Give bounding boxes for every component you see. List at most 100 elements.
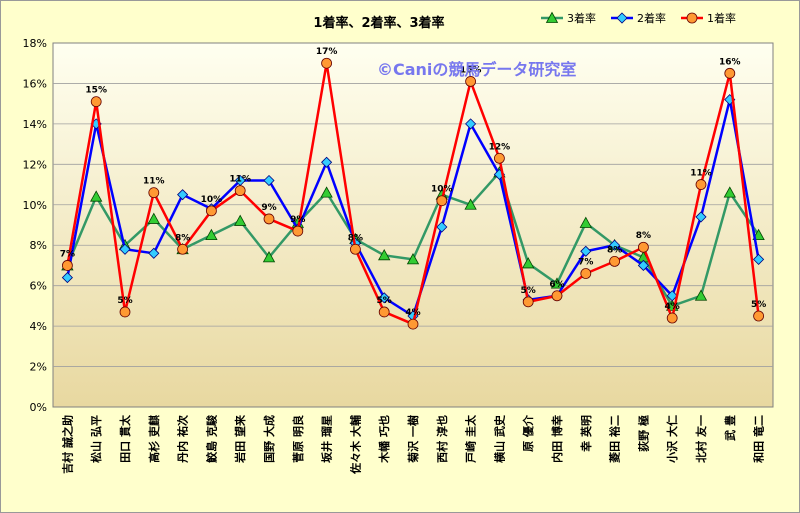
marker-triangle [522, 257, 535, 269]
y-tick-label: 14% [23, 118, 47, 131]
y-tick-label: 0% [30, 401, 47, 414]
marker-diamond [119, 243, 131, 255]
series-2 [61, 94, 765, 322]
marker-circle [263, 213, 275, 225]
marker-circle [724, 67, 736, 79]
x-tick-label: 菅原 明良 [291, 415, 305, 463]
marker-diamond [666, 290, 678, 302]
marker-circle [609, 255, 620, 267]
marker-diamond [177, 189, 189, 201]
chart-title: 1着率、2着率、3着率 [313, 15, 444, 31]
legend-item: 2着率 [611, 11, 666, 25]
marker-triangle [147, 212, 160, 224]
marker-circle [753, 310, 764, 322]
x-tick-label: 北村 友一 [694, 415, 708, 463]
x-tick-label: 戸崎 圭太 [464, 414, 478, 463]
series-3 [62, 57, 764, 330]
x-tick-label: 内田 博幸 [550, 415, 564, 463]
marker-triangle [90, 190, 103, 202]
x-tick-label: 荻野 極 [636, 415, 650, 452]
y-tick-label: 2% [30, 361, 47, 374]
marker-circle [666, 312, 678, 324]
legend-label: 1着率 [707, 11, 736, 25]
marker-diamond [263, 174, 275, 187]
marker-diamond [609, 239, 621, 251]
x-tick-label: 高杉 吏麒 [147, 415, 161, 463]
marker-circle [119, 306, 131, 318]
data-label: 5% [751, 300, 766, 310]
marker-triangle [723, 186, 736, 198]
data-label: 16% [719, 57, 741, 67]
data-label: 11% [229, 175, 251, 185]
y-tick-label: 18% [23, 37, 47, 50]
marker-diamond [465, 118, 477, 130]
marker-triangle [205, 228, 218, 241]
data-label: 11% [143, 177, 165, 187]
x-tick-label: 横山 武史 [492, 414, 506, 463]
marker-diamond [580, 245, 592, 257]
x-tick-label: 丹内 祐次 [176, 415, 190, 463]
plot-area [52, 42, 774, 408]
marker-circle [148, 187, 160, 199]
data-label: 7% [60, 249, 75, 259]
marker-circle [638, 241, 649, 253]
marker-circle [177, 243, 189, 255]
marker-triangle [262, 251, 276, 263]
data-label: 5% [521, 286, 536, 296]
marker-circle [493, 152, 505, 164]
marker-circle [436, 195, 448, 207]
data-label: 16% [460, 65, 482, 75]
y-tick-label: 16% [23, 77, 47, 90]
legend-label: 2着率 [637, 11, 666, 25]
data-label: 8% [636, 231, 651, 241]
legend: 3着率 2着率 1着率 [541, 11, 736, 25]
data-label: 8% [175, 233, 190, 243]
marker-triangle [545, 11, 559, 23]
data-label: 6% [549, 280, 564, 290]
marker-circle [465, 76, 477, 87]
marker-circle [205, 205, 217, 217]
x-tick-label: 岩田 望来 [233, 414, 247, 464]
marker-triangle [550, 277, 564, 289]
data-label: 5% [377, 296, 392, 306]
marker-triangle [464, 198, 477, 210]
x-tick-label: 木幡 巧也 [377, 415, 391, 464]
marker-circle [522, 296, 534, 308]
watermark: ©Caniの競馬データ研究室 [377, 60, 576, 79]
x-axis: 吉村 誠之助 松山 弘平 田口 貫太 高杉 吏麒 丹内 祐次 鮫島 克駿 岩田 望来 国野 大… [60, 414, 765, 475]
data-label: 11% [690, 169, 712, 179]
marker-diamond [378, 292, 390, 304]
data-label: 9% [290, 215, 305, 225]
marker-triangle [378, 249, 391, 261]
data-label: 7% [578, 258, 593, 268]
marker-circle [292, 225, 304, 237]
y-tick-label: 8% [30, 239, 47, 252]
marker-triangle [234, 214, 247, 226]
y-tick-label: 12% [23, 158, 47, 171]
series-group [61, 57, 765, 330]
data-label: 5% [117, 296, 132, 306]
marker-diamond [436, 221, 448, 233]
x-tick-label: 西村 淳也 [435, 415, 449, 463]
x-tick-label: 吉村 誠之助 [60, 415, 74, 474]
marker-diamond [695, 211, 707, 223]
marker-circle [551, 290, 563, 302]
x-tick-label: 菱田 裕二 [608, 415, 622, 463]
marker-circle [62, 260, 73, 271]
marker-diamond [148, 247, 160, 259]
marker-diamond [616, 12, 628, 24]
x-tick-label: 武 豊 [723, 415, 737, 441]
marker-circle [407, 318, 419, 330]
x-tick-label: 松山 弘平 [89, 415, 103, 463]
y-tick-label: 10% [23, 199, 47, 212]
data-label: 9% [261, 203, 276, 213]
y-tick-label: 4% [30, 320, 47, 333]
x-tick-label: 幸 英明 [579, 415, 593, 452]
data-label: 10% [201, 195, 223, 205]
legend-item: 3着率 [541, 11, 596, 25]
data-label: 17% [316, 47, 338, 57]
marker-circle [90, 96, 102, 108]
x-tick-label: 菊沢 一樹 [406, 415, 420, 463]
